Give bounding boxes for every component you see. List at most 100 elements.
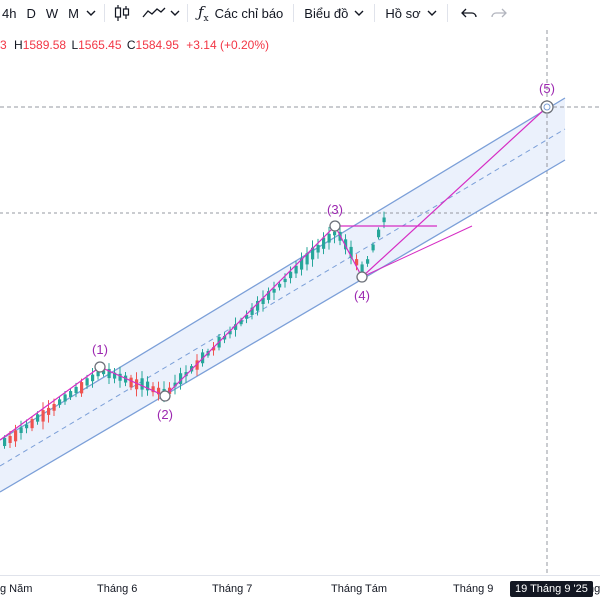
candle-body: [382, 217, 386, 223]
ohlc-high-value: 1589.58: [22, 38, 67, 52]
ohlc-close-label: C: [126, 38, 136, 52]
top-toolbar: 4h D W M ƒx Các chỉ báo Biểu đồ Hồ sơ: [0, 0, 600, 26]
toolbar-divider: [446, 4, 448, 22]
candle-body: [305, 253, 309, 265]
candle-body: [294, 265, 298, 274]
channel-lower-line[interactable]: [0, 159, 566, 493]
candle-body: [151, 386, 155, 393]
chevron-down-icon: [354, 10, 364, 16]
candle-body: [223, 335, 227, 340]
x-axis-label: g Năm: [0, 583, 33, 595]
candle-body: [289, 271, 293, 279]
chevron-down-icon: [427, 10, 437, 16]
candle-body: [47, 407, 51, 415]
candle-body: [80, 382, 84, 394]
timeframe-4h-button[interactable]: 4h: [2, 5, 17, 21]
wave-3-label: (3): [327, 202, 343, 217]
chart-type-button[interactable]: [111, 0, 133, 26]
candle-body: [74, 386, 78, 394]
channel-upper-line[interactable]: [0, 97, 566, 441]
candle-body: [283, 278, 287, 283]
redo-icon: [490, 8, 507, 18]
chart-menu-button[interactable]: Biểu đồ: [300, 0, 368, 26]
line-type-button[interactable]: [139, 0, 169, 26]
candle-body: [371, 244, 375, 251]
ohlc-legend: 3 H1589.58 L1565.45 C1584.95 +3.14 (+0.2…: [0, 38, 269, 52]
ohlc-partial: 3: [0, 38, 7, 52]
wave-3-point[interactable]: [329, 220, 341, 232]
candle-body: [85, 378, 89, 386]
wave-2-label: (2): [157, 407, 173, 422]
toolbar-divider: [293, 4, 295, 22]
candle-body: [69, 391, 73, 398]
time-axis[interactable]: g Năm Tháng 6 Tháng 7 Tháng Tám Tháng 9 …: [0, 575, 600, 601]
redo-button[interactable]: [484, 0, 514, 26]
wave-4-point[interactable]: [356, 271, 368, 283]
candle-body: [212, 347, 216, 351]
line-type-dropdown[interactable]: [169, 0, 181, 26]
candle-body: [179, 373, 183, 385]
candle-body: [113, 372, 117, 379]
candle-body: [267, 291, 271, 300]
candle-body: [36, 414, 40, 422]
candle-body: [278, 283, 282, 288]
candle-body: [52, 403, 56, 411]
candle-body: [316, 245, 320, 253]
indicators-button[interactable]: ƒx Các chỉ báo: [194, 0, 287, 26]
candle-body: [195, 360, 199, 370]
candle-body: [245, 314, 249, 319]
wave-2-point[interactable]: [159, 390, 171, 402]
ohlc-high-label: H: [14, 38, 23, 52]
x-axis-label: Tháng 6: [97, 583, 138, 595]
candle-body: [173, 382, 177, 387]
channel-fill: [0, 98, 565, 492]
chevron-down-icon: [86, 10, 96, 16]
candle-body: [311, 247, 315, 260]
indicators-label: Các chỉ báo: [214, 5, 284, 21]
crosshair-date-label: 19 Tháng 9 '25: [510, 581, 593, 597]
fx-icon: ƒx: [197, 2, 209, 24]
candle-body: [3, 437, 7, 447]
candle-body: [234, 324, 238, 330]
candle-body: [349, 246, 353, 258]
wave-projection-line: [361, 225, 473, 278]
candle-body: [91, 374, 95, 382]
elliott-wave-path[interactable]: [0, 106, 548, 441]
price-chart[interactable]: (1) (2) (3) (4) (5): [0, 0, 600, 575]
candle-body: [25, 424, 29, 429]
wave-4-label: (4): [354, 288, 370, 303]
candle-body: [63, 394, 67, 402]
timeframe-dropdown[interactable]: [84, 0, 98, 26]
wave-1-label: (1): [92, 342, 108, 357]
timeframe-m-button[interactable]: M: [68, 5, 79, 21]
candle-body: [344, 239, 348, 250]
timeframe-w-button[interactable]: W: [45, 5, 59, 21]
candle-body: [135, 379, 139, 390]
candle-body: [107, 368, 111, 379]
ohlc-low-label: L: [71, 38, 79, 52]
wave-1-point[interactable]: [94, 361, 106, 373]
toolbar-divider: [374, 4, 376, 22]
chevron-down-icon: [170, 10, 180, 16]
wave-5-point[interactable]: [540, 100, 554, 114]
toolbar-divider: [103, 4, 105, 22]
candle-body: [96, 372, 100, 377]
candle-body: [272, 288, 276, 293]
candle-body: [256, 300, 260, 311]
candle-body: [250, 307, 254, 315]
undo-icon: [460, 8, 477, 18]
undo-button[interactable]: [454, 0, 484, 26]
candle-body: [146, 381, 150, 391]
profile-menu-button[interactable]: Hồ sơ: [381, 0, 440, 26]
candle-body: [30, 419, 34, 429]
candle-body: [102, 370, 106, 375]
toolbar-divider: [186, 4, 188, 22]
candle-body: [41, 410, 45, 422]
profile-menu-label: Hồ sơ: [385, 5, 421, 21]
timeframe-d-button[interactable]: D: [26, 5, 36, 21]
candle-body: [300, 258, 304, 270]
line-type-icon: [142, 7, 166, 18]
candle-body: [333, 231, 337, 236]
candle-body: [19, 427, 23, 433]
candle-body: [157, 387, 161, 395]
